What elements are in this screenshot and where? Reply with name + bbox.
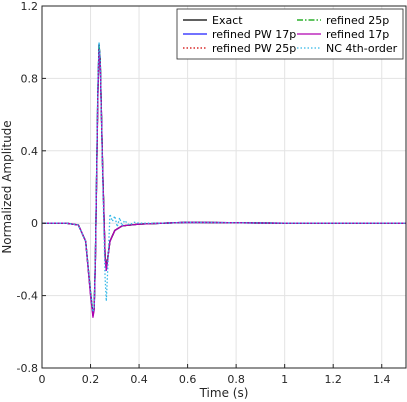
series-line-4: [42, 48, 406, 318]
axis-ticks: 0 0.2 0.4 0.6 0.8 1 1.2 1.4 -0.8 -0.4 0 0.4 0.8 1.2: [17, 0, 391, 386]
x-tick-label: 0.2: [82, 373, 100, 386]
x-tick-label: 1.2: [324, 373, 342, 386]
legend-entry-2: refined PW 25p: [212, 42, 296, 55]
series-lines: [42, 41, 406, 318]
x-tick-label: 1: [281, 373, 288, 386]
x-tick-label: 1.4: [373, 373, 391, 386]
y-tick-label: -0.4: [17, 290, 38, 303]
y-axis-label: Normalized Amplitude: [0, 120, 14, 253]
legend-entry-5: NC 4th-order: [326, 42, 398, 55]
legend-entry-4: refined 17p: [326, 28, 389, 41]
y-tick-label: 1.2: [21, 0, 39, 13]
legend-entry-1: refined PW 17p: [212, 28, 296, 41]
legend-entry-0: Exact: [212, 14, 243, 27]
x-tick-label: 0.4: [130, 373, 148, 386]
y-tick-label: 0.4: [21, 145, 39, 158]
legend-box: [176, 8, 404, 60]
x-tick-label: 0: [39, 373, 46, 386]
y-tick-label: 0: [31, 217, 38, 230]
x-axis-label: Time (s): [199, 386, 249, 400]
x-tick-label: 0.6: [179, 373, 197, 386]
y-tick-label: 0.8: [21, 72, 39, 85]
legend-entry-3: refined 25p: [326, 14, 389, 27]
y-tick-label: -0.8: [17, 362, 38, 375]
x-tick-label: 0.8: [227, 373, 245, 386]
plot-frame: [41, 5, 407, 369]
